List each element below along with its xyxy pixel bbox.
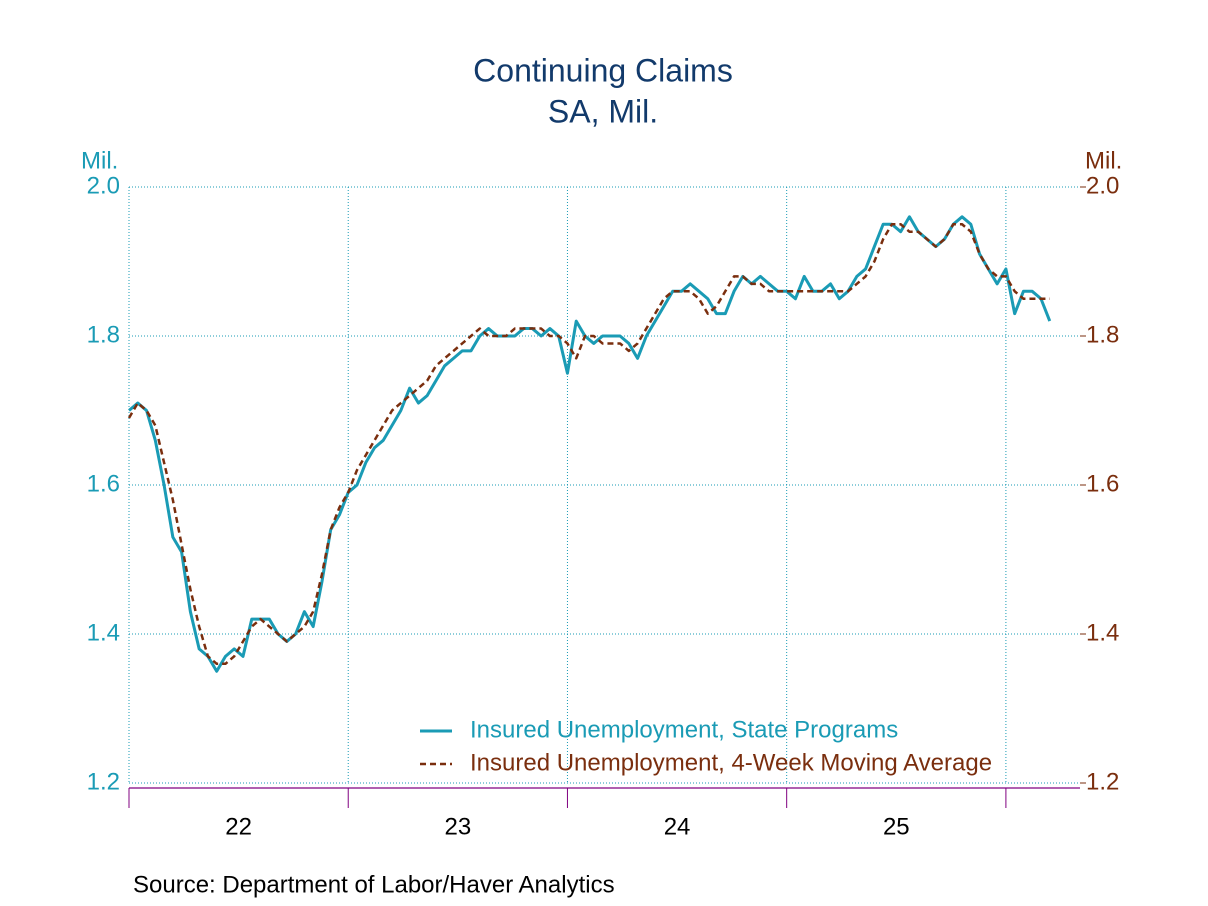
x-tick-label: 24 bbox=[664, 813, 691, 840]
y-tick-label: 1.8 bbox=[87, 321, 120, 348]
y-tick-label: 1.6 bbox=[87, 470, 120, 497]
x-tick-label: 22 bbox=[225, 813, 252, 840]
x-tick-label: 23 bbox=[444, 813, 471, 840]
y-axis-label: Mil. bbox=[81, 147, 118, 174]
chart-title: Continuing Claims bbox=[473, 52, 733, 88]
x-tick-label: 25 bbox=[883, 813, 910, 840]
chart-subtitle: SA, Mil. bbox=[548, 93, 658, 129]
y2-tick-label: 2.0 bbox=[1086, 172, 1119, 199]
legend-label: Insured Unemployment, State Programs bbox=[470, 716, 898, 743]
source-note: Source: Department of Labor/Haver Analyt… bbox=[133, 871, 615, 898]
y2-tick-label: 1.8 bbox=[1086, 321, 1119, 348]
legend-label: Insured Unemployment, 4-Week Moving Aver… bbox=[470, 749, 992, 776]
y2-tick-label: 1.6 bbox=[1086, 470, 1119, 497]
y-tick-label: 2.0 bbox=[87, 172, 120, 199]
y-tick-label: 1.4 bbox=[87, 619, 120, 646]
data-line bbox=[127, 223, 1050, 666]
y2-axis-label: Mil. bbox=[1085, 147, 1122, 174]
y-tick-label: 1.2 bbox=[87, 768, 120, 795]
data-line bbox=[128, 215, 1052, 673]
y2-tick-label: 1.4 bbox=[1086, 619, 1119, 646]
y2-tick-label: 1.2 bbox=[1086, 768, 1119, 795]
